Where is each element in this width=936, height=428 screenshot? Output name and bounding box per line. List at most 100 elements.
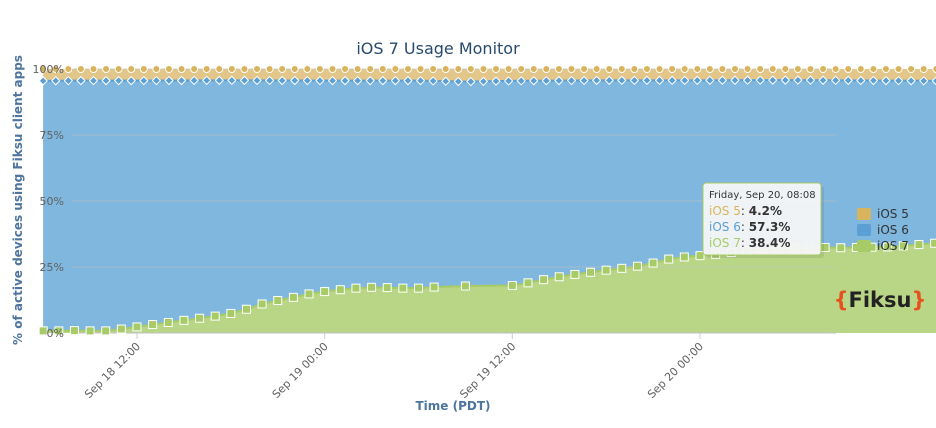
ios5-point (64, 65, 73, 73)
ios7-point (617, 263, 627, 273)
tooltip-row: iOS 7: 38.4% (709, 236, 790, 250)
ios6-point (201, 75, 212, 86)
ios5-point (152, 65, 161, 73)
ios5-point (768, 65, 777, 73)
ios7-point (273, 296, 283, 306)
ios6-point (101, 75, 111, 86)
y-tick-label: 25% (40, 261, 64, 274)
ios5-point (781, 65, 790, 73)
legend-swatch (857, 224, 871, 236)
ios6-point (881, 75, 891, 86)
ios5-point (114, 65, 123, 73)
ios5-point (391, 65, 400, 73)
ios6-point (554, 75, 564, 86)
ios7-point (601, 265, 611, 275)
ios5-point (517, 65, 526, 73)
ios5-point (580, 65, 589, 73)
ios5-point (454, 65, 463, 73)
ios5-point (353, 65, 362, 73)
ios5-point (76, 65, 85, 73)
ios6-point (415, 75, 426, 86)
ios5-point (932, 65, 936, 73)
ios6-point (856, 75, 866, 86)
ios5-point (542, 65, 551, 73)
ios5-point (227, 65, 236, 73)
ios6-point (76, 75, 86, 86)
ios5-point (919, 65, 928, 73)
ios7-point (101, 326, 111, 336)
ios7-point (414, 283, 423, 293)
ios7-point (132, 322, 142, 332)
ios7-point (898, 241, 908, 251)
ios6-point (315, 75, 325, 86)
ios6-point (793, 75, 803, 85)
data-markers (38, 65, 936, 336)
tooltip-row: iOS 6: 57.3% (709, 220, 790, 234)
tooltip-row: iOS 5: 4.2% (709, 204, 782, 218)
ios5-point (139, 65, 148, 73)
ios5-point (466, 65, 475, 73)
legend-item[interactable]: iOS 5 (857, 207, 909, 221)
x-tick-label: Sep 18 12:00 (82, 340, 143, 401)
ios6-point (51, 76, 61, 86)
legend[interactable]: iOS 5 iOS 6 iOS 7 (857, 207, 909, 253)
ios5-point (429, 65, 438, 73)
ios7-point (367, 282, 377, 292)
ios5-point (844, 65, 853, 73)
ios5-point (567, 65, 576, 73)
ios7-point (930, 238, 936, 248)
ios6-point (705, 75, 715, 86)
ios7-point (304, 289, 314, 299)
ios5-point (693, 65, 702, 73)
ios5-point (718, 65, 727, 73)
legend-label: iOS 5 (877, 207, 909, 221)
ios5-point (492, 65, 501, 73)
chart-title: iOS 7 Usage Monitor (356, 39, 520, 58)
ios6-point (768, 75, 778, 85)
ios5-point (378, 65, 387, 73)
ios6-point (818, 75, 828, 85)
ios5-point (127, 65, 136, 73)
ios6-point (755, 75, 765, 85)
ios7-point (288, 292, 298, 302)
ios5-point (605, 65, 614, 73)
ios7-point (695, 251, 705, 261)
ios6-point (642, 75, 652, 86)
tooltip: Friday, Sep 20, 08:08 iOS 5: 4.2% iOS 6: 5… (702, 182, 824, 258)
ios6-point (529, 76, 539, 86)
ios5-point (756, 65, 765, 73)
ios6-point (617, 75, 627, 86)
ios6-point (805, 75, 816, 85)
ios7-point (523, 278, 533, 288)
x-axis-title: Time (PDT) (415, 399, 490, 413)
ios7-point (679, 252, 689, 262)
ios6-point (38, 76, 48, 86)
ios5-point (315, 65, 324, 73)
ios7-point (226, 308, 236, 318)
ios5-point (617, 65, 626, 73)
legend-item[interactable]: iOS 6 (857, 223, 909, 237)
ios7-point (586, 267, 596, 277)
ios7-point (539, 275, 549, 285)
ios6-point (264, 75, 275, 86)
ios6-point (868, 75, 879, 86)
ios5-point (278, 65, 287, 73)
ios5-point (668, 65, 677, 73)
y-tick-label: 75% (40, 129, 64, 142)
ios7-point (836, 243, 846, 253)
legend-label: iOS 7 (877, 239, 909, 253)
ios6-point (667, 75, 677, 86)
legend-label: iOS 6 (877, 223, 909, 237)
ios5-point (869, 65, 878, 73)
ios6-point (214, 75, 224, 86)
ios5-point (806, 65, 815, 73)
legend-swatch (857, 208, 871, 220)
ios5-point (554, 65, 563, 73)
ios6-point (63, 75, 74, 86)
y-axis-title: % of active devices using Fiksu client a… (11, 55, 25, 345)
legend-item[interactable]: iOS 7 (857, 239, 909, 253)
ios6-point (403, 75, 413, 86)
ios6-point (918, 76, 929, 86)
ios7-point (570, 269, 580, 279)
ios6-point (591, 75, 602, 86)
